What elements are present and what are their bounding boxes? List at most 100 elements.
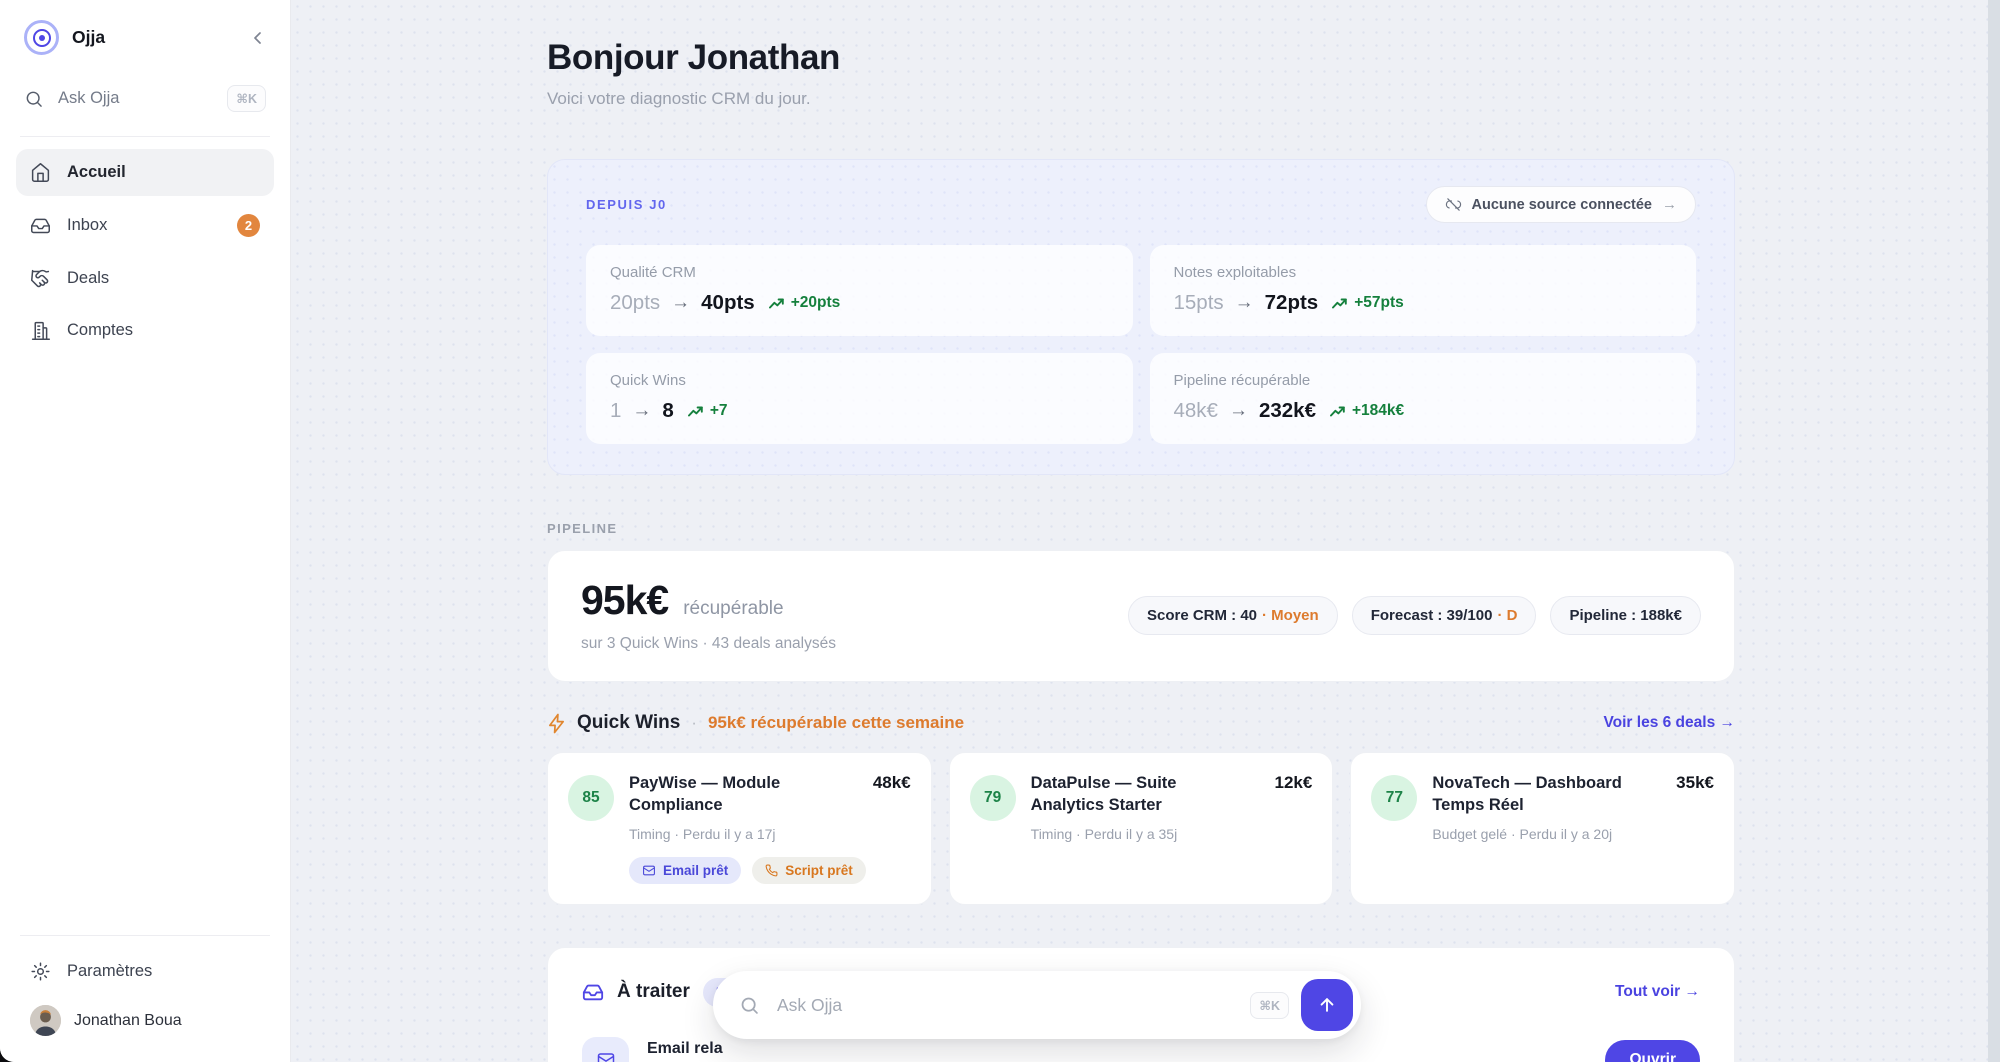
score-crm-badge: Score CRM : 40 · Moyen [1127, 595, 1338, 635]
ojja-logo-icon [24, 20, 59, 55]
deal-value: 48k€ [872, 773, 911, 792]
metric-to: 232k€ [1258, 399, 1316, 422]
sidebar-footer-divider [20, 935, 270, 936]
sidebar-ask-ojja[interactable]: Ask Ojja ⌘K [16, 77, 274, 120]
main-content: Bonjour Jonathan Voici votre diagnostic … [547, 0, 1735, 1062]
deal-card-datapulse[interactable]: 79 DataPulse — Suite Analytics Starter T… [948, 752, 1334, 905]
metric-to: 40pts [701, 291, 755, 314]
deal-value: 35k€ [1676, 773, 1714, 792]
scrollbar[interactable] [1988, 0, 2000, 1062]
deal-meta: Budget gelé · Perdu il y a 20j [1432, 825, 1613, 842]
source-disconnected-icon [1445, 196, 1462, 213]
pipeline-total-badge: Pipeline : 188k€ [1550, 595, 1701, 635]
arrow-right-icon: → [632, 400, 652, 421]
inbox-count-badge: 2 [237, 214, 260, 237]
quick-wins-header: Quick Wins · 95k€ récupérable cette sema… [547, 712, 1735, 734]
quick-wins-title: Quick Wins [577, 712, 681, 733]
search-icon [24, 89, 44, 109]
script-ready-badge: Script prêt [752, 856, 866, 884]
score-badge: 85 [568, 775, 614, 821]
lightning-bolt-icon [547, 713, 566, 734]
pipeline-subtitle: sur 3 Quick Wins · 43 deals analysés [581, 635, 836, 652]
pipeline-amount: 95k€ [581, 577, 669, 623]
search-icon [739, 995, 760, 1016]
sidebar-item-parametres[interactable]: Paramètres [16, 948, 274, 995]
todo-list-item[interactable]: Email rela 48k€ · Il y a Ouvrir [582, 1036, 1700, 1062]
trending-up-icon [768, 297, 785, 310]
sidebar: Ojja Ask Ojja ⌘K Accueil [0, 0, 291, 1062]
arrow-right-icon: → [1234, 292, 1254, 313]
sidebar-search-label: Ask Ojja [58, 89, 120, 107]
metric-label: Notes exploitables [1173, 264, 1297, 281]
metric-from: 15pts [1173, 291, 1224, 314]
metric-label: Quick Wins [610, 372, 686, 389]
sidebar-item-inbox[interactable]: Inbox 2 [16, 201, 274, 250]
sidebar-footer: Paramètres Jonathan Boua [16, 919, 274, 1046]
inbox-icon [582, 981, 604, 1003]
sidebar-item-label: Accueil [67, 163, 126, 181]
shortcut-badge: ⌘K [227, 85, 266, 112]
pipeline-badges: Score CRM : 40 · Moyen Forecast : 39/100 ·… [1127, 595, 1701, 635]
deal-title: NovaTech — Dashboard Temps Réel [1432, 774, 1622, 814]
sidebar-item-accueil[interactable]: Accueil [16, 149, 274, 196]
metric-from: 20pts [610, 291, 661, 314]
see-all-link[interactable]: Tout voir → [1615, 983, 1700, 1001]
score-crm-grade: · Moyen [1262, 606, 1319, 624]
brand-name: Ojja [72, 27, 106, 47]
email-ready-badge: Email prêt [629, 856, 742, 884]
todo-title: À traiter [617, 981, 690, 1003]
arrow-up-icon [1317, 995, 1337, 1015]
no-source-label: Aucune source connectée [1471, 196, 1653, 213]
page-title: Bonjour Jonathan [547, 38, 841, 77]
email-icon [582, 1036, 629, 1062]
avatar [30, 1005, 61, 1036]
shortcut-badge: ⌘K [1250, 991, 1289, 1019]
user-profile[interactable]: Jonathan Boua [16, 995, 274, 1046]
metric-pipeline-recuperable: Pipeline récupérable 48k€ → 232k€ +184k€ [1149, 353, 1696, 444]
metric-label: Qualité CRM [610, 264, 696, 281]
metric-quick-wins: Quick Wins 1 → 8 +7 [586, 353, 1133, 444]
sidebar-item-deals[interactable]: Deals [16, 255, 274, 302]
see-deals-link[interactable]: Voir les 6 deals → [1603, 714, 1735, 731]
pipeline-summary: 95k€ récupérable sur 3 Quick Wins · 43 d… [581, 577, 836, 653]
no-source-button[interactable]: Aucune source connectée → [1425, 186, 1696, 223]
trending-up-icon [687, 405, 704, 418]
deal-badges: Email prêt Script prêt [629, 856, 911, 884]
ask-ojja-bar: ⌘K [713, 971, 1361, 1039]
sidebar-item-label: Inbox [67, 216, 108, 234]
metric-delta: +7 [709, 402, 728, 419]
deal-value: 12k€ [1274, 773, 1313, 792]
phone-icon [765, 864, 778, 877]
forecast-badge: Forecast : 39/100 · D [1351, 595, 1537, 635]
deal-title: PayWise — Module Compliance [629, 774, 781, 814]
page-subtitle: Voici votre diagnostic CRM du jour. [547, 89, 811, 108]
metric-label: Pipeline récupérable [1173, 372, 1311, 389]
metric-delta: +20pts [790, 294, 841, 311]
separator-dot: · [691, 713, 697, 732]
deal-card-paywise[interactable]: 85 PayWise — Module Compliance Timing · … [547, 752, 932, 905]
metric-delta: +57pts [1354, 294, 1404, 311]
user-name: Jonathan Boua [74, 1011, 182, 1029]
sidebar-nav: Accueil Inbox 2 Deals Comptes [16, 149, 274, 354]
metric-to: 72pts [1264, 291, 1319, 314]
sidebar-item-label: Comptes [67, 321, 134, 339]
metric-from: 48k€ [1173, 399, 1218, 422]
building-icon [30, 320, 51, 341]
sidebar-item-comptes[interactable]: Comptes [16, 307, 274, 354]
score-badge: 79 [969, 775, 1016, 821]
submit-button[interactable] [1301, 979, 1353, 1031]
sidebar-collapse-icon[interactable] [250, 30, 266, 46]
open-button[interactable]: Ouvrir [1605, 1040, 1700, 1062]
sidebar-divider [20, 136, 270, 137]
score-badge: 77 [1371, 775, 1418, 821]
ask-ojja-input[interactable] [775, 993, 1251, 1017]
gear-icon [30, 961, 51, 982]
sidebar-item-label: Paramètres [67, 962, 153, 980]
arrow-right-icon: → [1228, 400, 1248, 421]
deal-card-novatech[interactable]: 77 NovaTech — Dashboard Temps Réel Budge… [1350, 752, 1735, 905]
metric-qualite-crm: Qualité CRM 20pts → 40pts +20pts [586, 245, 1133, 336]
arrow-right-icon: → [1662, 196, 1677, 213]
brand-row: Ojja [16, 18, 274, 57]
metric-to: 8 [662, 399, 674, 422]
todo-item-texts: Email rela 48k€ · Il y a [647, 1040, 723, 1062]
